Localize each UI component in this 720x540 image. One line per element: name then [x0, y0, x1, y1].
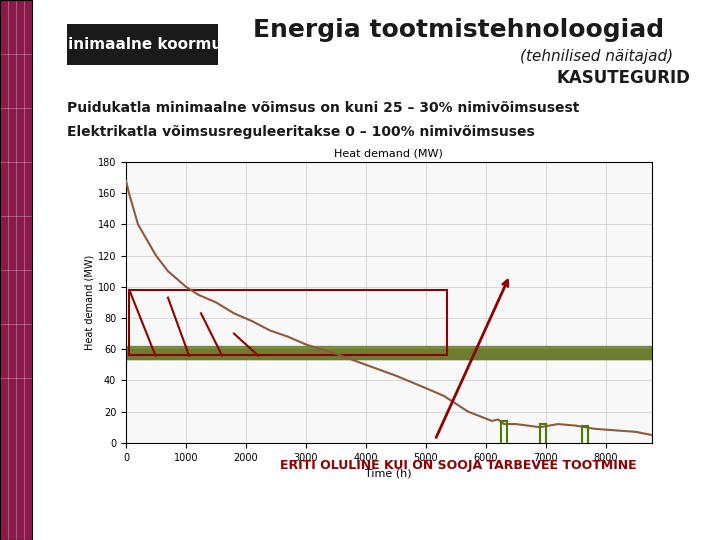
Text: Elektrikatla võimsusreguleeritakse 0 – 100% nimivõimsuses: Elektrikatla võimsusreguleeritakse 0 – 1… [67, 125, 534, 139]
Text: KASUTEGURID: KASUTEGURID [557, 69, 690, 87]
Bar [130, 290, 447, 355]
Text: ERITI OLULINE KUI ON SOOJA TARBEVEE TOOTMINE: ERITI OLULINE KUI ON SOOJA TARBEVEE TOOT… [280, 458, 636, 471]
Text: Puidukatla minimaalne võimsus on kuni 25 – 30% nimivõimsusest: Puidukatla minimaalne võimsus on kuni 25… [67, 101, 579, 115]
Y-axis label: Heat demand (MW): Heat demand (MW) [85, 255, 95, 350]
Title: Heat demand (MW): Heat demand (MW) [334, 148, 444, 158]
Text: (tehnilised näitajad): (tehnilised näitajad) [520, 49, 672, 64]
Text: Energia tootmistehnoloogiad: Energia tootmistehnoloogiad [253, 18, 665, 42]
X-axis label: Time (h): Time (h) [366, 468, 412, 478]
FancyBboxPatch shape [67, 24, 218, 65]
Bar [126, 346, 652, 359]
Text: Minimaalne koormus: Minimaalne koormus [53, 37, 232, 52]
